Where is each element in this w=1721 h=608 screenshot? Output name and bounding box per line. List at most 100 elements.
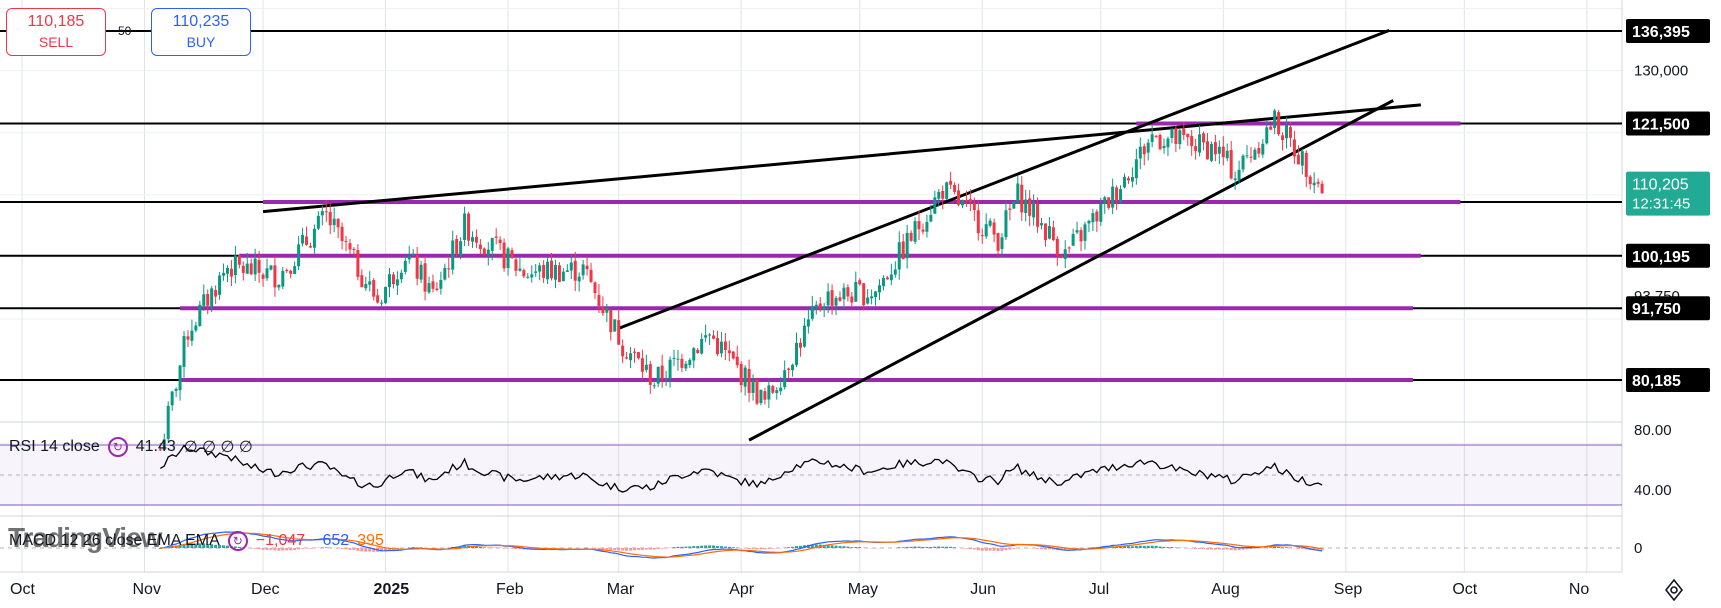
macd-histogram-bar (1043, 548, 1047, 550)
candle-body (553, 264, 557, 280)
macd-histogram-bar (1134, 546, 1138, 548)
rsi-legend[interactable]: RSI 14 close ↻ 41.43 ∅ ∅ ∅ ∅ (9, 437, 253, 457)
macd-histogram-bar (1233, 548, 1237, 551)
candle-body (1134, 159, 1138, 179)
price-label-box (1626, 243, 1710, 268)
candle-body (850, 296, 854, 303)
macd-histogram-bar (1221, 548, 1225, 550)
macd-histogram-bar (763, 548, 767, 550)
macd-legend[interactable]: MACD 12 26 close EMA EMA ↻ −1,047 −652 3… (9, 531, 384, 551)
macd-histogram-bar (945, 546, 949, 548)
candle-body (1095, 211, 1099, 222)
macd-histogram-bar (186, 543, 190, 548)
macd-histogram-bar (368, 548, 372, 552)
macd-histogram-bar (285, 548, 289, 551)
candle-body (573, 260, 577, 281)
macd-histogram-bar (518, 548, 522, 550)
candle-body (996, 233, 1000, 251)
candle-body (1300, 151, 1304, 166)
candle-body (648, 364, 652, 385)
macd-histogram-bar (953, 547, 957, 548)
candle-body (170, 391, 174, 406)
candle-body (791, 364, 795, 371)
candle-body (929, 214, 933, 222)
macd-histogram-bar (435, 548, 439, 549)
candle-body (218, 275, 222, 295)
macd-histogram-bar (830, 545, 834, 548)
macd-histogram-bar (534, 548, 538, 550)
candle-body (391, 274, 395, 285)
candle-body (538, 265, 542, 272)
macd-histogram-bar (672, 547, 676, 548)
macd-histogram-bar (826, 544, 830, 548)
buy-button[interactable]: 110,235 BUY (151, 8, 251, 56)
macd-histogram-bar (688, 546, 692, 548)
candle-body (1012, 201, 1016, 209)
candle-body (1130, 176, 1134, 182)
x-tick-label: Feb (496, 581, 524, 598)
candle-body (1142, 146, 1146, 155)
candle-body (668, 359, 672, 379)
candle-body (862, 283, 866, 306)
candle-body (1111, 186, 1115, 208)
candle-body (1055, 238, 1059, 256)
x-tick-label: Nov (133, 581, 161, 598)
candle-body (688, 359, 692, 366)
candle-body (1091, 213, 1095, 223)
macd-histogram-bar (775, 548, 779, 549)
macd-histogram-bar (1047, 548, 1051, 550)
macd-histogram-bar (293, 548, 297, 551)
candle-body (364, 283, 368, 289)
macd-histogram-bar (1079, 548, 1083, 549)
rsi-line (159, 444, 1323, 493)
rsi-value: 41.43 (135, 438, 176, 455)
candle-body (289, 270, 293, 274)
candle-body (526, 276, 530, 278)
macd-histogram-bar (996, 548, 1000, 552)
candle-body (277, 284, 281, 288)
macd-histogram-bar (380, 548, 384, 552)
candle-body (312, 228, 316, 248)
candle-body (1158, 134, 1162, 150)
candle-body (964, 199, 968, 201)
candle-body (858, 280, 862, 285)
candle-body (1150, 134, 1154, 142)
candle-body (368, 281, 372, 285)
macd-histogram-bar (933, 546, 937, 548)
macd-histogram-bar (478, 546, 482, 548)
candle-body (1154, 135, 1158, 137)
candle-body (779, 387, 783, 392)
price-label-box (1626, 296, 1710, 321)
cycle-icon[interactable]: ↻ (107, 437, 128, 457)
candle-body (301, 234, 305, 244)
cycle-icon[interactable]: ↻ (227, 531, 248, 551)
candle-body (557, 265, 561, 282)
candle-body (1063, 249, 1067, 259)
candle-body (269, 265, 273, 270)
candle-body (945, 182, 949, 199)
candle-body (909, 232, 913, 241)
candle-body (715, 338, 719, 355)
macd-histogram-bar (1119, 546, 1123, 548)
macd-histogram-bar (755, 548, 759, 550)
candle-body (1083, 224, 1087, 241)
candle-body (202, 294, 206, 306)
sell-button[interactable]: 110,185 SELL (6, 8, 106, 56)
candle-body (901, 241, 905, 259)
candle-body (222, 272, 226, 276)
macd-histogram-bar (324, 547, 328, 548)
candle-body (680, 358, 684, 368)
candle-body (577, 276, 581, 282)
macd-histogram-bar (305, 548, 309, 549)
macd-histogram-bar (198, 543, 202, 548)
macd-histogram-bar (992, 548, 996, 551)
settings-icon[interactable] (1662, 578, 1686, 602)
macd-histogram-bar (858, 547, 862, 548)
macd-histogram-bar (225, 545, 229, 548)
candle-body (1202, 133, 1206, 143)
macd-histogram-bar (222, 545, 226, 548)
macd-histogram-bar (158, 548, 162, 549)
sell-price: 110,185 (27, 13, 85, 30)
macd-histogram-bar (1142, 545, 1146, 548)
